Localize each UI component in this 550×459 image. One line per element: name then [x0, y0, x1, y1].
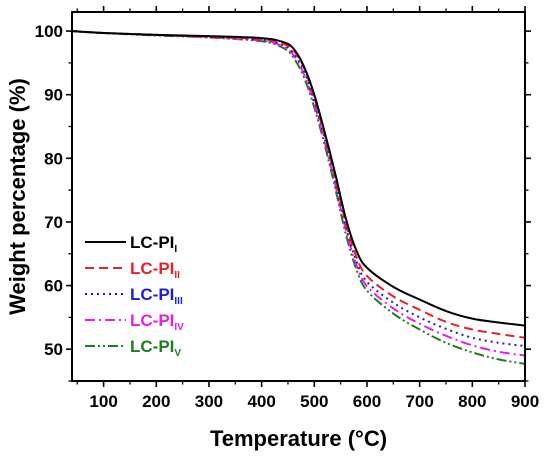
legend-label: LC-PIV — [130, 337, 181, 359]
y-tick-label: 70 — [44, 213, 63, 232]
x-tick-label: 700 — [405, 392, 433, 411]
series-line-iv — [71, 30, 526, 357]
legend: LC-PII LC-PIII LC-PIIII LC-PIIV LC-PIV — [85, 233, 184, 359]
x-tick-label: 500 — [300, 392, 328, 411]
x-tick-label: 300 — [195, 392, 223, 411]
legend-label: LC-PII — [130, 233, 177, 255]
y-tick-label: 60 — [44, 277, 63, 296]
axis-ticks — [66, 6, 531, 387]
plot-frame — [71, 11, 526, 382]
x-tick-label: 900 — [511, 392, 539, 411]
x-tick-label: 200 — [142, 392, 170, 411]
y-tick-label: 90 — [44, 86, 63, 105]
legend-label: LC-PIII — [130, 259, 180, 281]
y-axis-title: Weight percentage (%) — [5, 78, 30, 315]
x-tick-label: 400 — [247, 392, 275, 411]
tick-labels: 100 200 300 400 500 600 700 800 900 50 60 70 80 90 100 — [35, 22, 540, 411]
x-tick-label: 600 — [353, 392, 381, 411]
y-tick-label: 50 — [44, 340, 63, 359]
y-tick-label: 100 — [35, 22, 63, 41]
legend-label: LC-PIIV — [130, 311, 184, 333]
x-tick-label: 100 — [89, 392, 117, 411]
series-line-i — [71, 30, 526, 327]
x-axis-title: Temperature (°C) — [210, 426, 387, 451]
y-tick-label: 80 — [44, 149, 63, 168]
plot-lines — [71, 30, 526, 365]
x-tick-label: 800 — [458, 392, 486, 411]
legend-label: LC-PIIII — [130, 285, 183, 307]
